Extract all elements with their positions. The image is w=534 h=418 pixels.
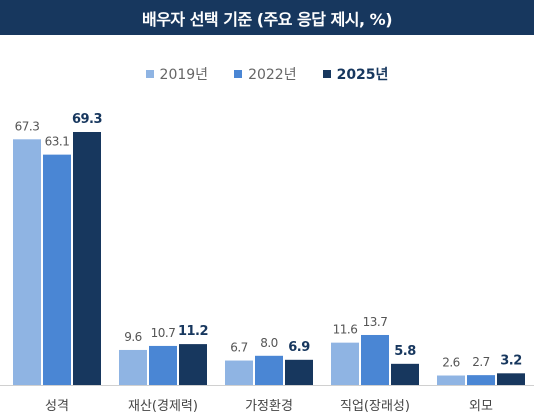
category-label-2: 가정환경 [245,399,293,414]
bar-2025-3 [391,363,419,385]
legend: 2019년 2022년 2025년 [0,62,534,86]
bar-2022-1 [149,345,177,385]
legend-swatch-2019 [145,70,154,78]
bar-2019-1 [119,349,147,385]
bar-2022-0 [43,154,71,385]
value-label-2022-4: 2.7 [472,355,490,369]
value-label-2019-1: 9.6 [124,330,142,344]
value-label-2019-0: 67.3 [15,119,40,133]
legend-item-2019: 2019년 [145,62,209,86]
value-label-2019-3: 11.6 [333,323,358,337]
legend-label-2025: 2025년 [336,67,389,83]
value-label-2025-0: 69.3 [72,112,103,127]
bar-2022-2 [255,355,283,385]
legend-label-2019: 2019년 [159,67,209,83]
chart-title: 배우자 선택 기준 (주요 응답 제시, %) [0,0,534,35]
bar-2022-3 [361,334,389,385]
value-label-2022-0: 63.1 [45,135,70,149]
legend-swatch-2025 [322,70,331,78]
bar-2019-3 [331,342,359,385]
bar-2019-4 [437,375,465,385]
bar-2019-2 [225,360,253,385]
legend-item-2022: 2022년 [234,62,297,86]
bar-2022-4 [467,375,495,385]
value-label-2025-3: 5.8 [394,344,416,359]
bar-2019-0 [13,139,41,385]
value-label-2019-2: 6.7 [230,341,248,355]
category-label-3: 직업(장래성) [340,399,410,414]
value-label-2022-3: 13.7 [363,315,388,329]
legend-swatch-2022 [234,70,243,78]
value-label-2022-2: 8.0 [260,336,278,350]
category-label-0: 성격 [45,399,69,414]
legend-item-2025: 2025년 [322,62,389,86]
value-label-2025-1: 11.2 [178,324,208,339]
legend-label-2022: 2022년 [248,67,297,83]
bar-2025-0 [73,132,101,385]
value-label-2025-2: 6.9 [288,340,310,355]
category-label-1: 재산(경제력) [128,399,198,414]
value-label-2019-4: 2.6 [442,356,460,370]
value-label-2022-1: 10.7 [151,326,176,340]
bar-2025-4 [497,373,525,385]
bar-2025-1 [179,344,207,385]
bar-2025-2 [285,359,313,385]
value-label-2025-4: 3.2 [500,353,522,368]
category-label-4: 외모 [469,399,493,414]
